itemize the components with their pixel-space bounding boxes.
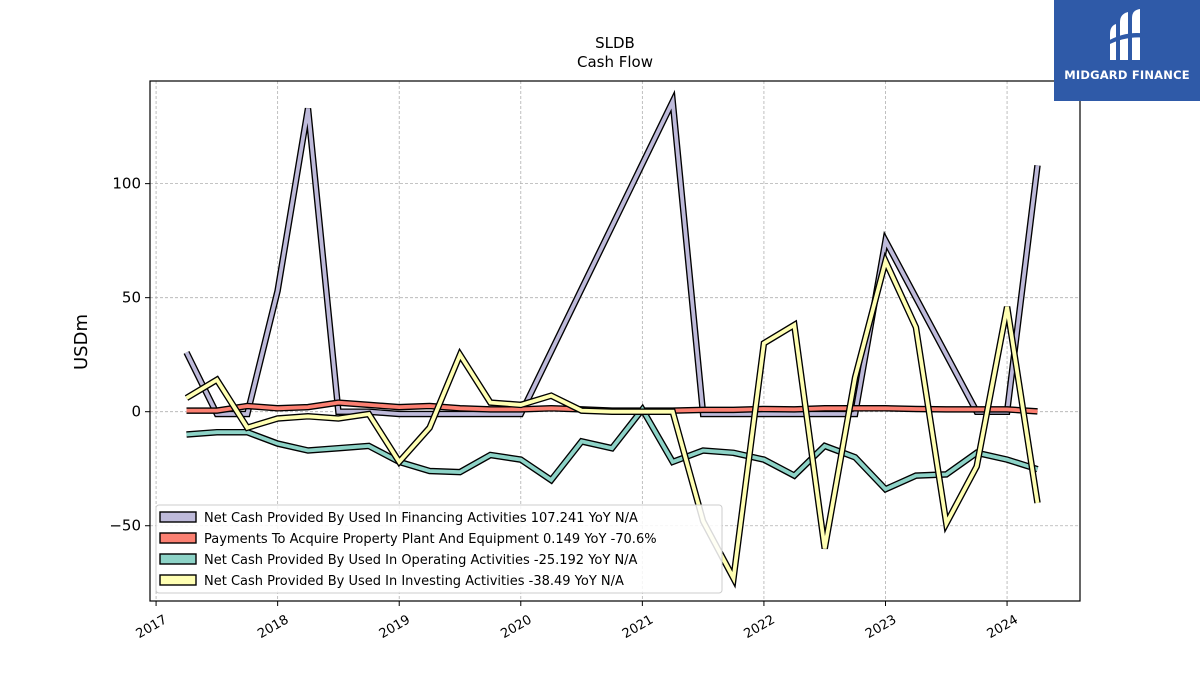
legend-label: Net Cash Provided By Used In Operating A… [204, 553, 638, 568]
x-tick-label: 2020 [498, 612, 534, 642]
x-tick-label: 2017 [134, 612, 170, 642]
y-tick-label: 100 [112, 175, 141, 193]
x-tick-label: 2024 [985, 612, 1021, 642]
x-tick-label: 2019 [377, 612, 413, 642]
legend-label: Payments To Acquire Property Plant And E… [204, 532, 657, 547]
legend-swatch [159, 511, 197, 523]
series-line-3 [185, 255, 1040, 585]
y-tick-label: −50 [109, 517, 141, 535]
plot-frame [149, 80, 1081, 602]
series-layer [183, 89, 1041, 589]
legend-swatch [159, 553, 197, 565]
legend-swatch [159, 532, 197, 544]
x-tick-label: 2022 [741, 612, 777, 642]
legend-swatch [159, 574, 197, 586]
series-outline-0 [183, 89, 1041, 418]
logo-mark-icon [1106, 9, 1148, 60]
legend-label: Net Cash Provided By Used In Financing A… [204, 511, 638, 526]
x-tick-label: 2021 [620, 612, 656, 642]
chart-subtitle: Cash Flow [577, 53, 653, 71]
y-axis-label: USDm [71, 314, 92, 370]
legend-box [155, 504, 723, 594]
y-tick-label: 50 [122, 289, 141, 307]
chart-title: SLDB [595, 34, 635, 52]
legend-label: Net Cash Provided By Used In Investing A… [204, 574, 624, 589]
midgard-finance-logo: MIDGARD FINANCE [1054, 0, 1200, 101]
x-tick-label: 2023 [863, 612, 899, 642]
series-line-0 [184, 94, 1040, 416]
series-line-2 [186, 406, 1039, 492]
legend: Net Cash Provided By Used In Financing A… [155, 504, 723, 594]
logo-text: MIDGARD FINANCE [1064, 68, 1190, 82]
x-tick-label: 2018 [255, 612, 291, 642]
y-tick-label: 0 [131, 403, 141, 421]
